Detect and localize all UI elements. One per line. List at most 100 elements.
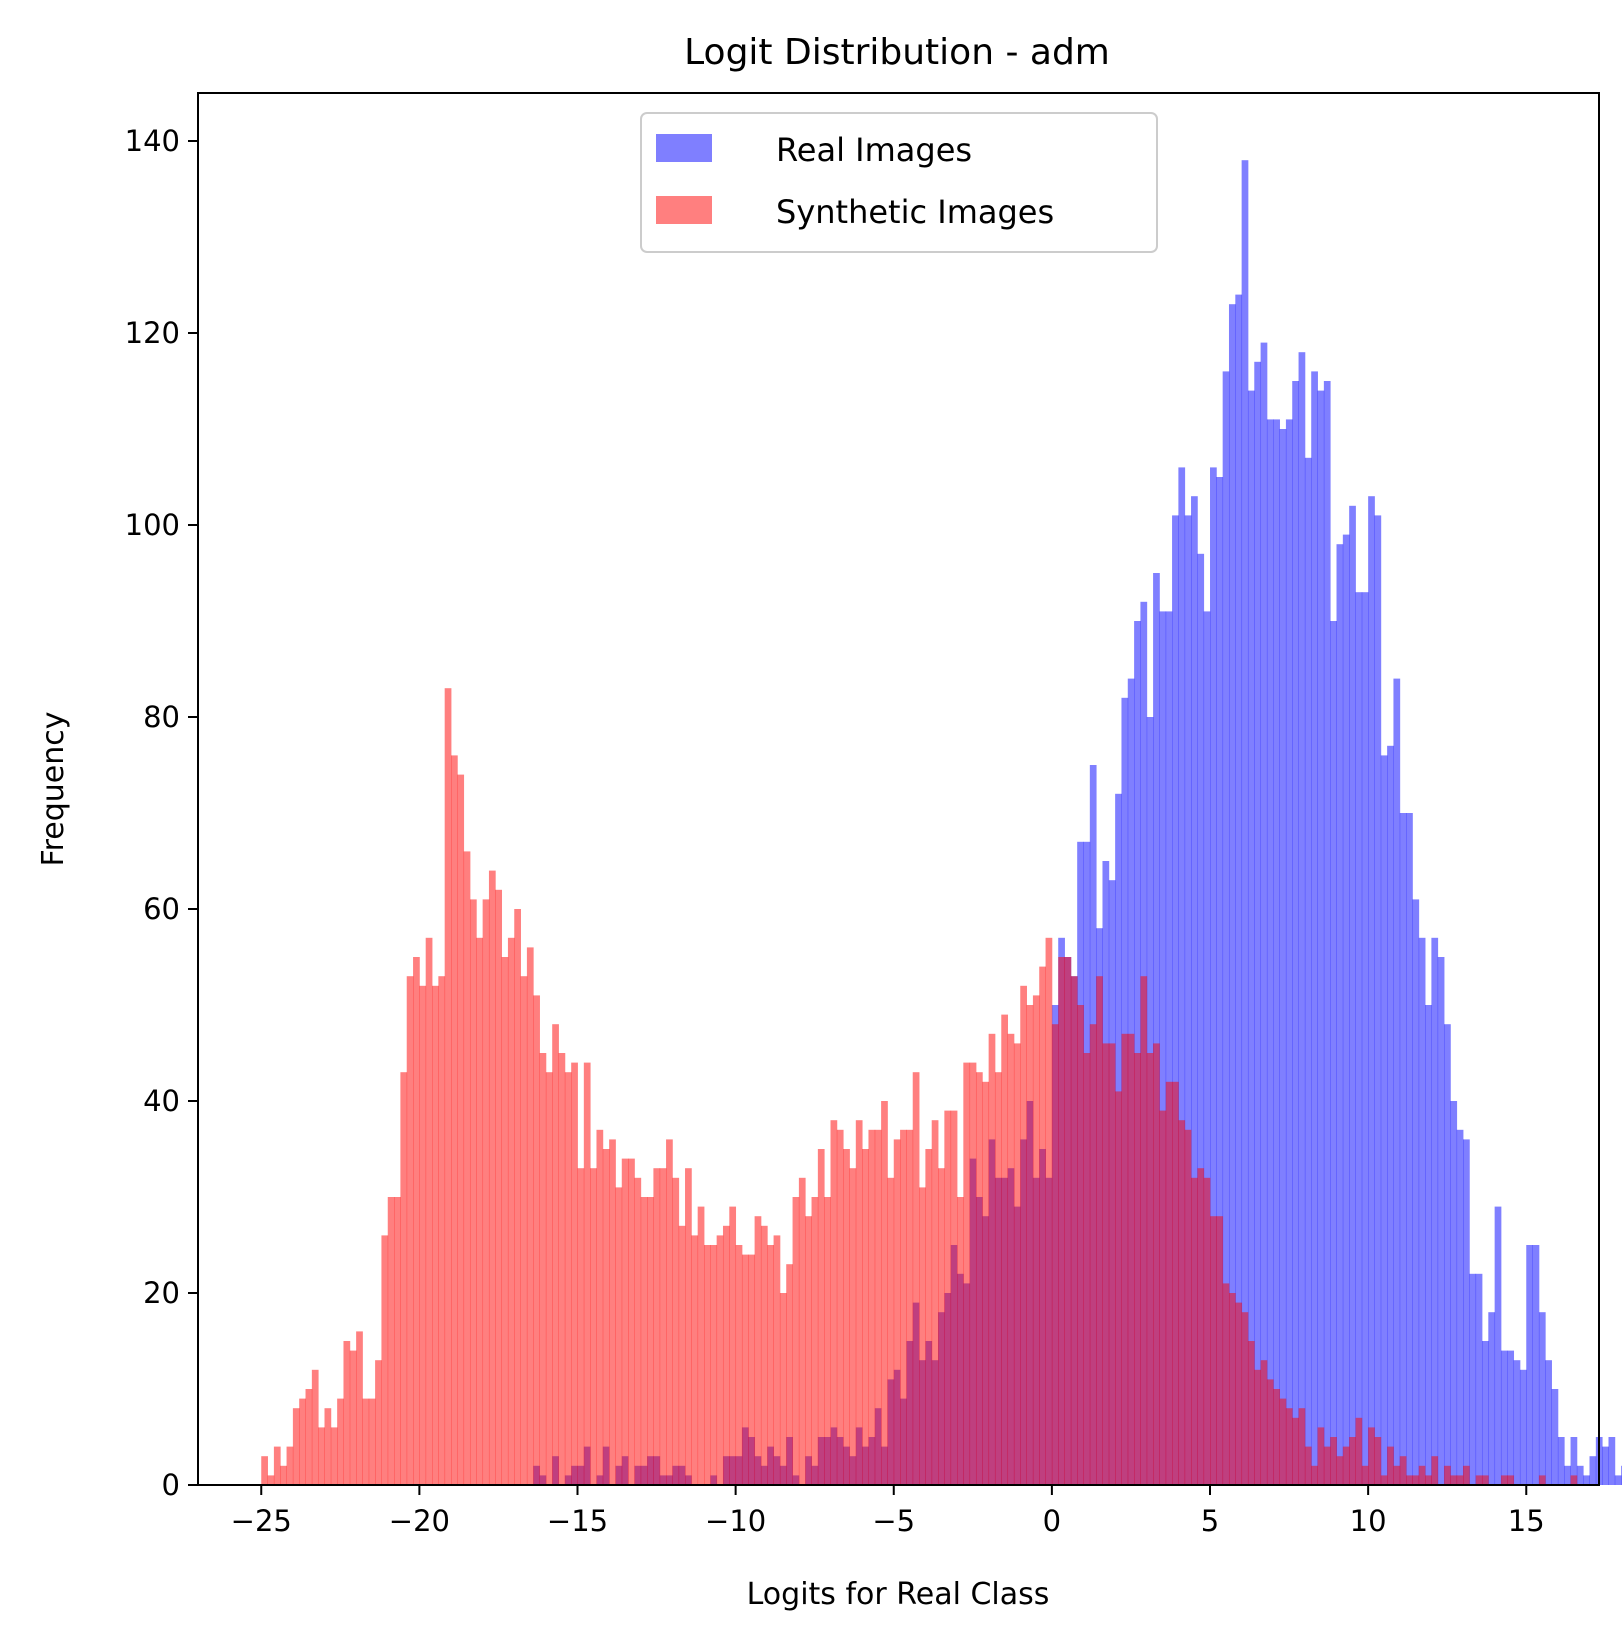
x-tick-label: −10 xyxy=(705,1504,766,1538)
histogram-bar xyxy=(1444,1024,1451,1485)
histogram-bar xyxy=(1336,544,1344,1485)
histogram-bar xyxy=(488,870,496,1485)
histogram-bar xyxy=(292,1408,300,1485)
x-axis-label: Logits for Real Class xyxy=(747,1577,1050,1612)
histogram-bar xyxy=(1317,390,1325,1486)
histogram-bar xyxy=(305,1389,313,1485)
histogram-bar xyxy=(1083,1053,1091,1485)
histogram-bar xyxy=(1412,1475,1420,1485)
histogram-bar xyxy=(1191,1177,1198,1485)
histogram-bar xyxy=(647,1197,654,1485)
histogram-bar xyxy=(975,1072,983,1485)
y-tick-label: 60 xyxy=(143,892,180,926)
x-tick-label: −25 xyxy=(231,1504,292,1538)
histogram-bar xyxy=(1532,1245,1540,1485)
histogram-bar xyxy=(311,1369,319,1485)
histogram-bar xyxy=(1279,1398,1287,1485)
histogram-bar xyxy=(729,1206,737,1485)
histogram-bar xyxy=(1368,496,1375,1485)
histogram-bar xyxy=(368,1398,376,1485)
histogram-bar xyxy=(1463,1139,1470,1485)
histogram-bar xyxy=(704,1245,711,1485)
histogram-bar xyxy=(1058,957,1065,1485)
histogram-bar xyxy=(539,1053,547,1485)
histogram-bar xyxy=(881,1101,888,1485)
x-tick-label: −20 xyxy=(389,1504,450,1538)
histogram-bar xyxy=(1311,371,1318,1485)
histogram-bar xyxy=(1159,611,1167,1485)
histogram-bar xyxy=(1064,957,1072,1485)
histogram-bar xyxy=(1241,160,1249,1486)
histogram-bar xyxy=(558,1053,566,1485)
histogram-bar xyxy=(906,1129,914,1485)
histogram-bar xyxy=(495,889,503,1485)
histogram-bar xyxy=(349,1350,357,1485)
histogram-bar xyxy=(969,1062,977,1485)
histogram-bar xyxy=(1323,1446,1331,1485)
histogram-bar xyxy=(919,1187,926,1485)
histogram-bar xyxy=(1317,1427,1325,1485)
histogram-bar xyxy=(1444,1465,1451,1485)
histogram-bar xyxy=(1260,1360,1268,1485)
histogram-bar xyxy=(1342,1446,1350,1485)
y-tick-label: 20 xyxy=(143,1276,180,1310)
histogram-bar xyxy=(451,755,458,1485)
histogram-bar xyxy=(444,688,452,1485)
histogram-bar xyxy=(406,976,414,1485)
x-tick-label: −5 xyxy=(872,1504,915,1538)
histogram-bar xyxy=(1178,467,1186,1485)
series-synthetic-images xyxy=(261,688,1578,1485)
histogram-bar xyxy=(1380,1475,1388,1485)
histogram-bar xyxy=(1210,467,1217,1485)
histogram-bar xyxy=(659,1168,667,1485)
histogram-bar xyxy=(590,1168,597,1485)
histogram-bar xyxy=(963,1062,971,1485)
histogram-bar xyxy=(1266,419,1274,1485)
histogram-bar xyxy=(1469,1273,1477,1485)
histogram-bar xyxy=(362,1398,370,1485)
histogram-bar xyxy=(754,1216,762,1485)
histogram-bar xyxy=(1203,1177,1211,1485)
histogram-bar xyxy=(621,1158,629,1485)
y-tick-label: 140 xyxy=(125,124,180,158)
histogram-bar xyxy=(1020,985,1027,1485)
histogram-bar xyxy=(1507,1350,1515,1485)
histogram-bar xyxy=(1311,1465,1318,1485)
histogram-bar xyxy=(1608,1437,1616,1485)
histogram-bar xyxy=(925,1149,933,1485)
histogram-bar xyxy=(874,1129,882,1485)
histogram-bar xyxy=(1172,515,1179,1485)
chart-title: Logit Distribution - adm xyxy=(684,32,1110,73)
histogram-bar xyxy=(1285,419,1293,1485)
histogram-bar xyxy=(1292,381,1299,1485)
histogram-bar xyxy=(760,1225,768,1485)
histogram-bar xyxy=(805,1216,812,1485)
histogram-bar xyxy=(1247,1341,1255,1485)
histogram-bar xyxy=(950,1110,958,1485)
histogram-bar xyxy=(1361,1465,1369,1485)
histogram-bar xyxy=(1266,1379,1274,1485)
histogram-bar xyxy=(1336,1456,1344,1485)
histogram-bar xyxy=(672,1177,680,1485)
histogram-bar xyxy=(710,1245,718,1485)
histogram-bar xyxy=(1228,1293,1236,1485)
histogram-bar xyxy=(1115,1091,1122,1485)
histogram-bar xyxy=(1361,592,1369,1485)
histogram-bar xyxy=(1172,1081,1179,1485)
histogram-bar xyxy=(501,957,509,1485)
histogram-bar xyxy=(862,1149,869,1485)
histogram-bar xyxy=(394,1197,401,1485)
y-tick-label: 40 xyxy=(143,1084,180,1118)
histogram-bar xyxy=(1216,477,1224,1485)
legend-frame xyxy=(640,112,1158,253)
histogram-bar xyxy=(1380,755,1388,1485)
histogram-bar xyxy=(843,1149,850,1485)
histogram-bar xyxy=(1304,457,1312,1485)
histogram-bar xyxy=(931,1120,939,1485)
histogram-bar xyxy=(1007,1033,1015,1485)
histogram-bar xyxy=(893,1139,901,1485)
histogram-bar xyxy=(912,1072,920,1485)
histogram-bar xyxy=(1134,1053,1141,1485)
histogram-bar xyxy=(824,1197,831,1485)
legend-label-real-images: Real Images xyxy=(776,131,972,169)
